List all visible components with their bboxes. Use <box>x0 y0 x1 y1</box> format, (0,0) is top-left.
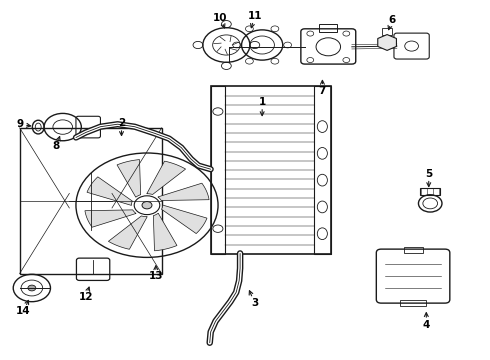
Text: 4: 4 <box>422 320 430 330</box>
Circle shape <box>28 285 36 291</box>
Text: 3: 3 <box>251 298 258 308</box>
Text: 6: 6 <box>389 15 395 25</box>
Bar <box>382 28 392 35</box>
Text: 14: 14 <box>16 306 31 316</box>
Circle shape <box>142 202 152 209</box>
Bar <box>400 300 426 306</box>
Polygon shape <box>85 210 136 227</box>
Text: 8: 8 <box>53 141 60 151</box>
Polygon shape <box>162 205 207 234</box>
Bar <box>420 188 440 195</box>
Polygon shape <box>87 177 132 205</box>
Bar <box>211 86 225 254</box>
Bar <box>211 86 331 254</box>
Text: 10: 10 <box>213 13 228 23</box>
Polygon shape <box>153 213 177 251</box>
Bar <box>20 128 162 274</box>
Text: 12: 12 <box>78 292 93 302</box>
Text: 5: 5 <box>425 168 432 179</box>
Bar <box>314 86 331 254</box>
Text: 9: 9 <box>16 119 23 129</box>
Text: 11: 11 <box>247 11 262 21</box>
Polygon shape <box>158 183 209 201</box>
Bar <box>404 247 422 253</box>
Text: 13: 13 <box>148 271 163 282</box>
Text: 2: 2 <box>118 118 125 128</box>
Polygon shape <box>147 161 186 194</box>
Polygon shape <box>108 216 147 249</box>
Text: 1: 1 <box>259 96 266 107</box>
Polygon shape <box>378 35 396 50</box>
Text: 7: 7 <box>318 86 326 96</box>
Bar <box>319 24 337 32</box>
Polygon shape <box>117 159 141 197</box>
